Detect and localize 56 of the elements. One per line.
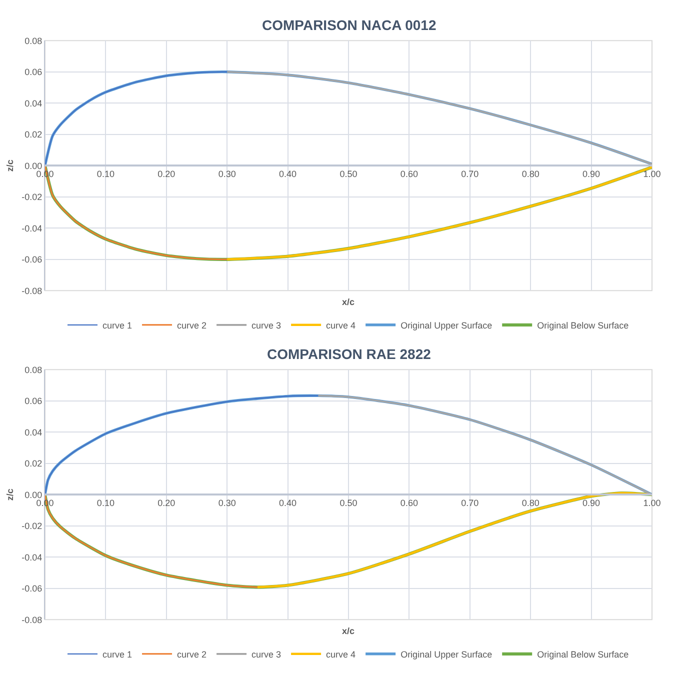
y-tick-label: 0.00 [24,160,42,171]
x-tick-label: 1.00 [643,169,661,180]
x-tick-label: 0.60 [400,498,418,508]
y-tick-label: -0.04 [22,552,42,562]
x-axis-title: x/c [342,626,355,636]
x-tick-label: 0.20 [158,169,176,180]
x-tick-label: 0.20 [158,498,176,508]
chart-title: COMPARISON NACA 0012 [262,17,436,33]
y-tick-label: 0.04 [24,427,42,438]
y-tick-label: -0.06 [22,254,42,265]
x-tick-label: 0.70 [461,498,479,508]
x-tick-label: 0.10 [96,498,114,508]
x-tick-label: 0.90 [582,498,600,508]
y-tick-label: -0.08 [22,286,42,296]
y-tick-label: -0.06 [22,584,42,594]
legend-label: curve 3 [252,320,282,330]
legend-label: Original Upper Surface [400,649,492,660]
y-tick-label: 0.08 [24,364,42,375]
x-tick-label: 0.10 [96,169,114,180]
x-tick-label: 0.70 [461,169,479,180]
y-tick-label: -0.02 [22,521,42,532]
x-tick-label: 0.40 [279,169,297,180]
x-tick-label: 0.40 [279,498,297,508]
legend-label: curve 4 [326,320,356,330]
legend-label: Original Below Surface [537,320,629,330]
x-tick-label: 0.60 [400,169,418,180]
y-tick-label: -0.02 [22,192,42,202]
x-tick-label: 0.80 [522,169,540,180]
y-axis-title: z/c [5,160,16,172]
chart-title: COMPARISON RAE 2822 [267,346,432,362]
y-tick-label: -0.08 [22,614,42,625]
y-tick-label: 0.02 [24,130,42,140]
legend-label: curve 1 [102,320,132,330]
legend-label: curve 3 [252,649,282,660]
y-tick-label: 0.08 [24,36,42,46]
legend-label: curve 4 [326,649,356,660]
y-tick-label: 0.04 [24,98,42,108]
y-tick-label: 0.02 [24,458,42,469]
x-tick-label: 0.50 [340,169,358,180]
x-tick-label: 0.50 [340,498,358,508]
y-axis-title: z/c [5,488,16,501]
legend-label: curve 1 [102,649,132,660]
y-tick-label: 0.06 [24,396,42,406]
x-tick-label: 0.90 [582,169,600,180]
legend-label: curve 2 [177,649,207,660]
legend-label: Original Upper Surface [400,320,492,330]
y-tick-label: -0.04 [22,223,42,234]
x-tick-label: 0.80 [522,498,540,508]
x-tick-label: 1.00 [643,498,661,508]
x-tick-label: 0.30 [218,169,236,180]
y-tick-label: 0.00 [24,490,42,500]
y-tick-label: 0.06 [24,67,42,78]
x-axis-title: x/c [342,297,355,307]
legend-label: curve 2 [177,320,207,330]
legend-label: Original Below Surface [537,649,629,660]
x-tick-label: 0.30 [218,498,236,508]
